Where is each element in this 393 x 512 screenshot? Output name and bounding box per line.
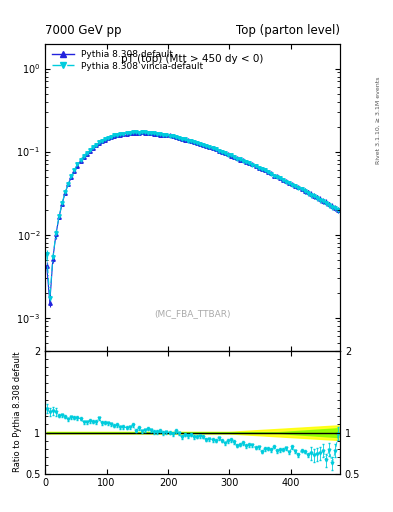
Text: Top (parton level): Top (parton level) <box>236 24 340 37</box>
Text: pT (top) (Mtt > 450 dy < 0): pT (top) (Mtt > 450 dy < 0) <box>121 54 264 65</box>
Text: 7000 GeV pp: 7000 GeV pp <box>45 24 122 37</box>
Text: Rivet 3.1.10, ≥ 3.1M events: Rivet 3.1.10, ≥ 3.1M events <box>375 77 380 164</box>
Y-axis label: Ratio to Pythia 8.308 default: Ratio to Pythia 8.308 default <box>13 352 22 473</box>
Legend: Pythia 8.308 default, Pythia 8.308 vincia-default: Pythia 8.308 default, Pythia 8.308 vinci… <box>50 48 205 72</box>
Text: (MC_FBA_TTBAR): (MC_FBA_TTBAR) <box>154 309 231 318</box>
